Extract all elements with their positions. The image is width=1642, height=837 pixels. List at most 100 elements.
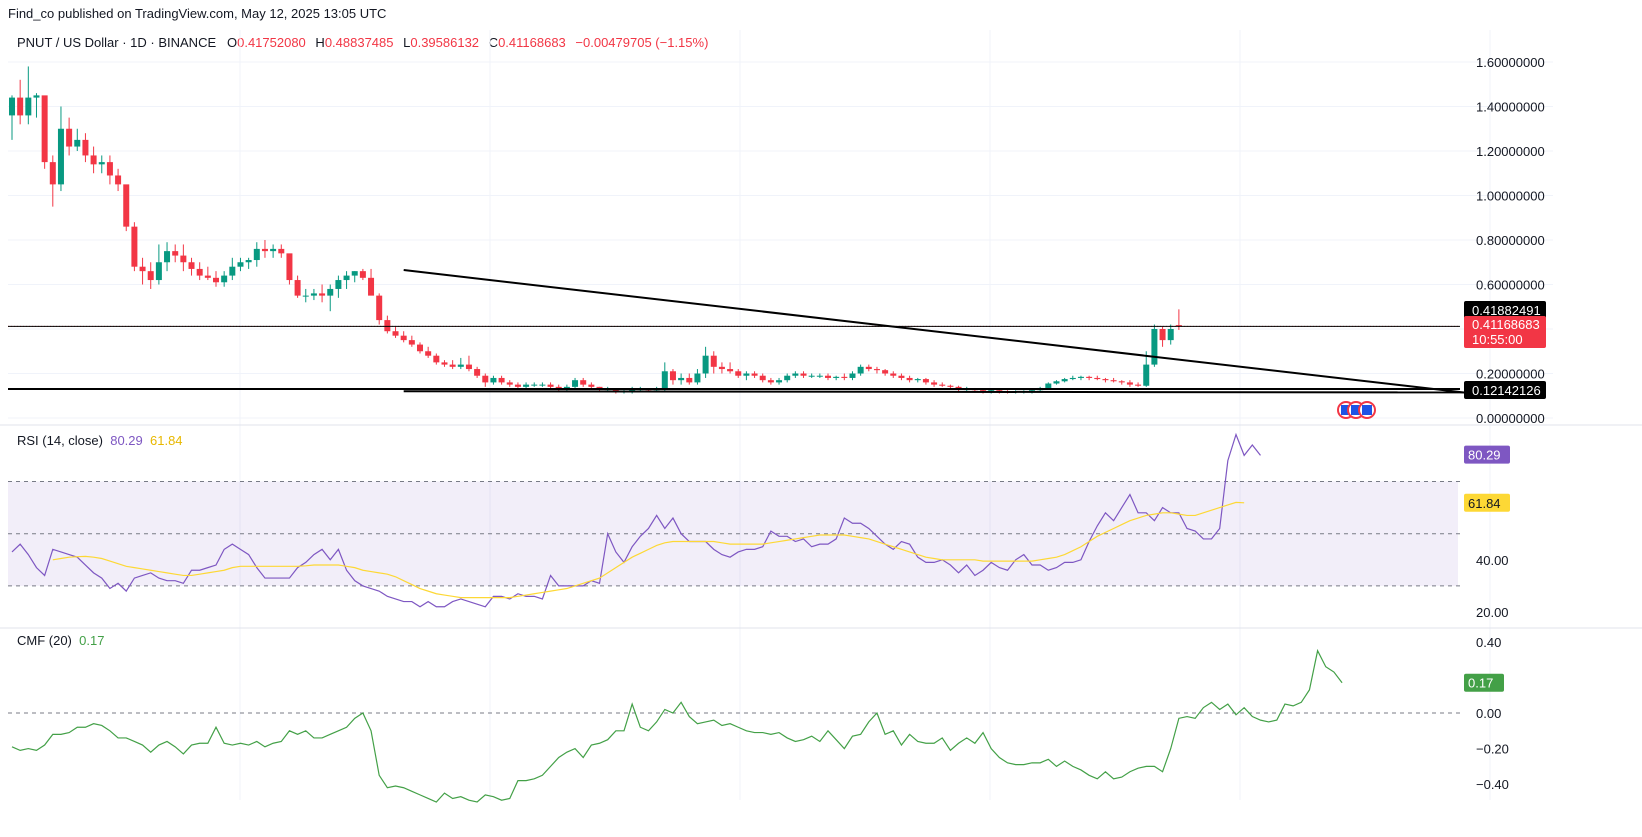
candle-body — [123, 184, 130, 227]
candle-body — [245, 260, 252, 263]
candle-body — [204, 275, 211, 278]
cmf-tick-label: 0.00 — [1476, 706, 1501, 721]
rsi-ma-tag: 61.84 — [1468, 496, 1501, 511]
rsi-value-tag: 80.29 — [1468, 448, 1501, 463]
candle-body — [368, 277, 375, 296]
candle-body — [857, 366, 864, 374]
candle-body — [539, 384, 546, 386]
candle-body — [1110, 380, 1117, 382]
candle-body — [547, 384, 554, 387]
candle-body — [1077, 376, 1084, 378]
candle-body — [572, 380, 579, 387]
candle-body — [702, 355, 709, 374]
last-price-tag: 0.41168683 — [1472, 317, 1540, 332]
candle-body — [294, 280, 301, 296]
high-price-tag: 0.41882491 — [1472, 303, 1541, 318]
countdown-tag: 10:55:00 — [1472, 332, 1523, 347]
candle-body — [996, 390, 1003, 392]
triangle-trendline — [403, 390, 1473, 394]
candle-body — [376, 295, 383, 321]
candle-body — [735, 371, 742, 376]
candle-body — [914, 379, 921, 381]
candle-body — [939, 384, 946, 386]
candle-body — [408, 340, 415, 345]
candle-body — [98, 162, 105, 165]
candle-body — [800, 373, 807, 376]
open-label: O — [226, 35, 238, 50]
rsi-legend: RSI (14, close) 80.29 61.84 — [17, 433, 183, 448]
price-tick-label: 0.20000000 — [1476, 367, 1545, 382]
candle-body — [139, 266, 146, 272]
candle-body — [457, 364, 464, 367]
candle-body — [327, 288, 334, 296]
symbol-legend: PNUT / US Dollar · 1D · BINANCE O0.41752… — [17, 35, 714, 50]
candle-body — [441, 362, 448, 365]
candle-body — [449, 364, 456, 367]
support-price-tag-bg — [1464, 381, 1546, 399]
candle-body — [425, 351, 432, 356]
cmf-tick-label: −0.20 — [1476, 742, 1509, 757]
candle-body — [767, 380, 774, 383]
candle-body — [669, 371, 676, 381]
candle-body — [302, 295, 309, 297]
candle-body — [694, 373, 701, 383]
candle-body — [718, 366, 725, 370]
last-price-tag-bg — [1464, 316, 1546, 348]
candle-body — [9, 97, 15, 116]
cmf-pane: 0.40 0.17 0.00 −0.20 −0.40 — [8, 635, 1509, 803]
rsi-legend-ma: 61.84 — [150, 433, 183, 448]
candle-body — [74, 139, 81, 147]
price-tick-label: 1.00000000 — [1476, 189, 1545, 204]
high-price-tag-bg — [1464, 301, 1546, 319]
candle-body — [776, 380, 783, 383]
candle-body — [359, 271, 366, 278]
cmf-legend-label: CMF (20) — [17, 633, 72, 648]
candle-body — [278, 248, 285, 254]
candle-body — [490, 377, 497, 383]
candle-body — [1102, 379, 1109, 381]
candle-body — [751, 373, 758, 376]
candle-body — [49, 162, 56, 185]
candle-body — [506, 382, 513, 385]
candle-body — [147, 271, 154, 281]
candle-body — [816, 375, 823, 377]
candle-body — [1086, 376, 1093, 378]
candle-body — [555, 386, 562, 390]
cmf-legend: CMF (20) 0.17 — [17, 633, 104, 648]
triangle-trendline — [403, 269, 1473, 395]
candle-body — [229, 266, 236, 276]
candle-body — [172, 251, 179, 256]
candle-body — [1143, 364, 1150, 386]
candle-body — [678, 377, 685, 381]
high-label: H — [315, 35, 325, 50]
candle-body — [1159, 329, 1166, 341]
candle-body — [588, 384, 595, 387]
candle-body — [253, 248, 260, 261]
candle-body — [482, 375, 489, 383]
price-tick-label: 1.60000000 — [1476, 55, 1545, 70]
candle-body — [66, 128, 73, 147]
rsi-legend-value: 80.29 — [110, 433, 143, 448]
rsi-value-tag-bg — [1464, 445, 1510, 464]
candle-body — [213, 277, 219, 283]
cmf-tick-label: 0.40 — [1476, 635, 1501, 650]
candle-body — [808, 375, 815, 377]
candle-body — [180, 255, 187, 263]
candle-body — [596, 386, 603, 390]
candle-body — [980, 390, 987, 392]
candle-body — [131, 226, 138, 267]
rsi-tick-label: 20.00 — [1476, 605, 1509, 620]
candle-body — [1118, 381, 1125, 383]
symbol-name: PNUT / US Dollar · 1D · BINANCE — [17, 35, 217, 50]
candle-body — [523, 384, 530, 387]
candle-body — [563, 386, 570, 390]
candle-body — [286, 253, 293, 281]
candle-body — [1069, 377, 1076, 380]
close-label: C — [488, 35, 499, 50]
candle-body — [514, 384, 521, 387]
low-label: L — [403, 35, 411, 50]
high-value: 0.48837485 — [324, 35, 394, 50]
candle-body — [261, 248, 268, 252]
candle-body — [873, 369, 880, 371]
